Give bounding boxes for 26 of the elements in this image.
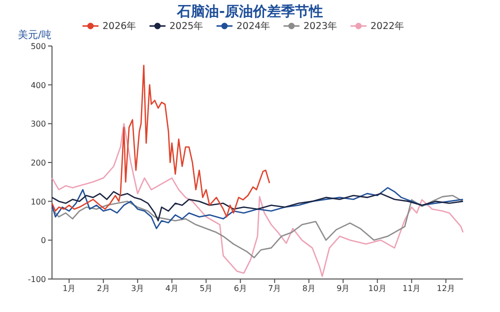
y-tick-label: 100 [30, 197, 46, 206]
x-tick-label: 8月 [302, 284, 316, 293]
y-tick-label: 300 [30, 120, 46, 129]
x-tick-label: 7月 [268, 284, 282, 293]
legend-label: 2023年 [304, 20, 338, 32]
x-tick-label: 10月 [368, 284, 386, 293]
legend-label: 2026年 [102, 20, 137, 32]
x-tick-label: 1月 [62, 284, 76, 293]
x-tick-label: 5月 [200, 284, 213, 293]
chart-title: 石脑油-原油价差季节性 [176, 3, 323, 20]
y-tick-label: -100 [28, 275, 46, 284]
y-tick-label: 400 [30, 80, 46, 90]
y-tick-label: 500 [30, 42, 46, 51]
legend-label: 2024年 [236, 20, 271, 32]
x-tick-label: 3月 [131, 284, 144, 293]
x-tick-label: 6月 [234, 284, 247, 293]
x-tick-label: 2月 [96, 284, 110, 293]
y-tick-label: 0 [40, 236, 46, 246]
x-tick-label: 11月 [402, 284, 421, 293]
x-tick-label: 4月 [165, 284, 178, 293]
x-tick-label: 9月 [336, 284, 350, 293]
legend-label: 2022年 [370, 20, 405, 32]
legend-label: 2025年 [170, 20, 204, 32]
x-tick-label: 12月 [436, 284, 455, 293]
y-axis-title: 美元/吨 [18, 29, 52, 41]
y-tick-label: 200 [30, 158, 46, 168]
